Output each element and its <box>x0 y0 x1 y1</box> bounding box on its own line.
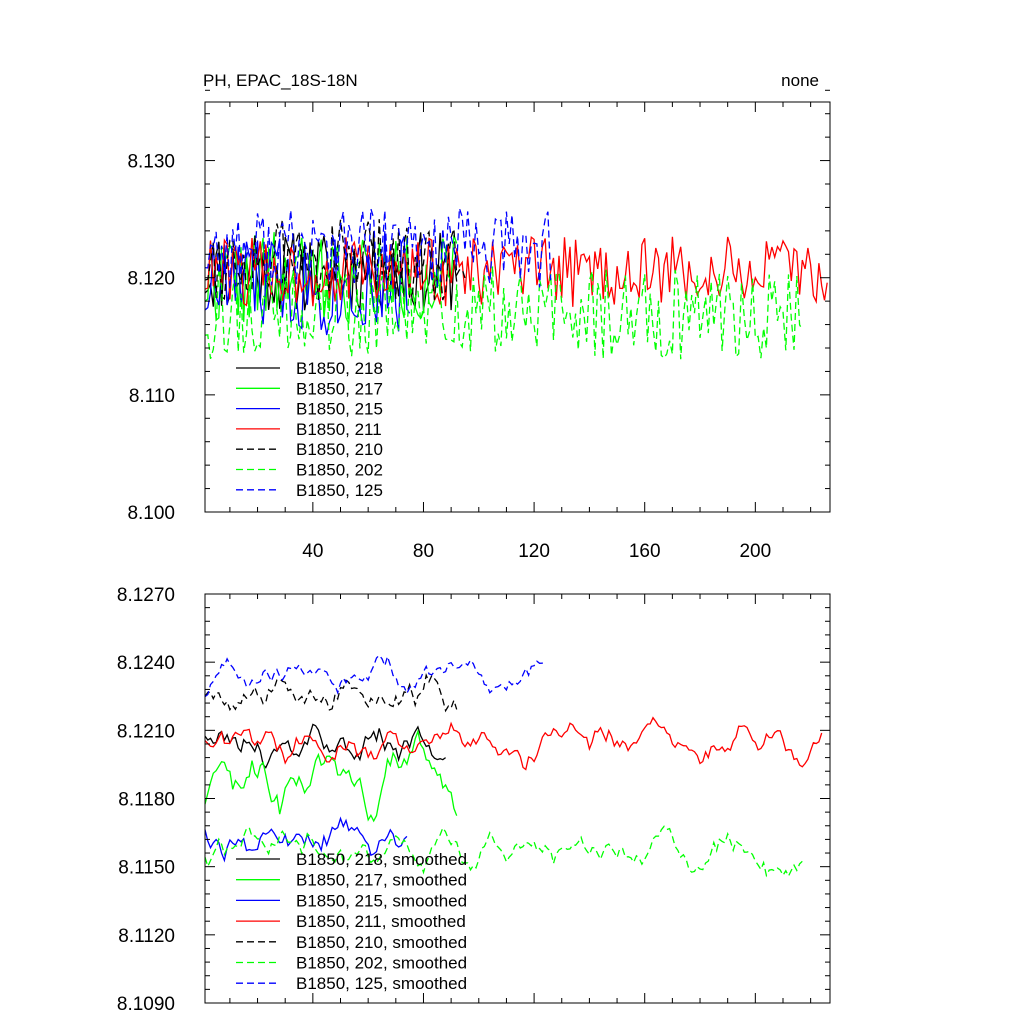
legend-label: B1850, 215, smoothed <box>296 891 467 910</box>
y-tick-label: 8.1090 <box>117 994 175 1015</box>
series-line-2-3 <box>204 816 408 863</box>
y-tick-label: 8.1270 <box>117 585 175 606</box>
y-tick-label: 8.1120 <box>118 926 175 947</box>
panel1-title-right: none <box>781 71 819 90</box>
panel1-plot: 40 80 120 160 200 8.100 8.110 8.120 8.130 B1850, … <box>127 89 831 562</box>
x-tick-label: 40 <box>302 541 323 562</box>
legend-label: B1850, 217, smoothed <box>296 871 467 890</box>
legend-label: B1850, 215 <box>296 400 383 419</box>
y-tick-label: 8.1210 <box>117 721 175 742</box>
legend-label: B1850, 202, smoothed <box>296 954 467 973</box>
y-tick-label: 8.100 <box>127 503 175 524</box>
y-tick-label: 8.130 <box>127 152 175 173</box>
series-line-2-4 <box>204 716 823 771</box>
series-line-1-7 <box>204 208 552 290</box>
series-line-2-6 <box>204 825 803 878</box>
x-tick-label: 200 <box>739 541 771 562</box>
legend-label: B1850, 125, smoothed <box>296 974 467 993</box>
series-line-2-5 <box>204 672 458 713</box>
legend-label: B1850, 218, smoothed <box>296 850 467 869</box>
legend-label: B1850, 210 <box>296 440 383 459</box>
series-line-2-2 <box>204 729 458 823</box>
panel1-frame <box>204 101 831 513</box>
series-line-2-7 <box>204 654 546 698</box>
series-line-1-4 <box>204 235 828 307</box>
legend-label: B1850, 217 <box>296 379 383 398</box>
panel2-plot: 8.1090 8.1120 8.1150 8.1180 8.1210 8.1240 8.12… <box>117 585 831 1015</box>
legend-label: B1850, 125 <box>296 481 383 500</box>
legend-label: B1850, 218 <box>296 359 383 378</box>
legend-label: B1850, 202 <box>296 461 383 480</box>
legend-label: B1850, 211 <box>296 420 382 439</box>
series-line-1-3 <box>204 231 411 336</box>
series-line-2-1 <box>204 723 446 769</box>
y-tick-label: 8.120 <box>127 269 175 290</box>
y-tick-label: 8.1180 <box>118 790 175 811</box>
x-tick-label: 120 <box>518 541 550 562</box>
y-tick-label: 8.1150 <box>118 858 175 879</box>
x-tick-label: 80 <box>413 541 434 562</box>
series-line-1-6 <box>204 265 803 360</box>
x-tick-label: 160 <box>629 541 661 562</box>
panel1-title-left: PH, EPAC_18S-18N <box>203 71 358 90</box>
legend-label: B1850, 210, smoothed <box>296 933 467 952</box>
y-tick-label: 8.1240 <box>117 653 175 674</box>
y-tick-label: 8.110 <box>129 386 175 407</box>
legend-label: B1850, 211, smoothed <box>296 912 466 931</box>
